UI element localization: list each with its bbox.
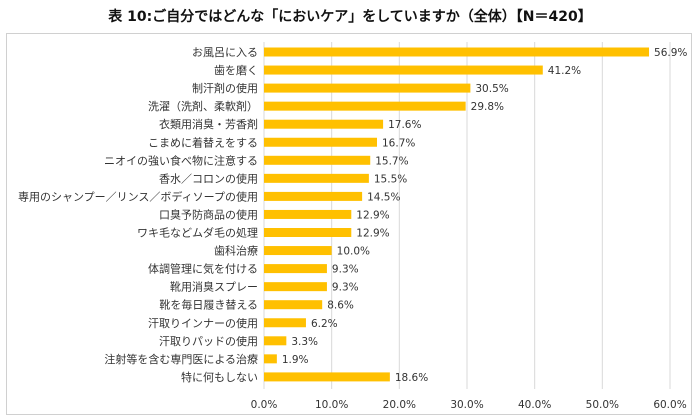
bar	[264, 300, 323, 310]
value-labels: 56.9% 41.2% 30.5% 29.8% 17.6% 16.7% 15.7% 15.5%…	[282, 47, 688, 384]
value-label: 12.9%	[356, 209, 389, 221]
category-label: 靴用消臭スプレー	[170, 280, 258, 294]
chart-title: 表 10:ご自分ではどんな「においケア」をしていますか（全体）【N＝420】	[108, 9, 592, 25]
bar	[264, 191, 363, 201]
x-tick-label: 10.0%	[315, 399, 348, 411]
value-label: 56.9%	[654, 47, 687, 59]
value-label: 6.2%	[311, 318, 338, 330]
value-label: 16.7%	[382, 137, 415, 149]
category-label: 口臭予防商品の使用	[159, 207, 258, 221]
bar	[264, 264, 327, 274]
category-label: お風呂に入る	[192, 46, 258, 59]
category-label: 専用のシャンプー／リンス／ボディソープの使用	[18, 189, 258, 203]
bar	[264, 354, 277, 364]
chart-frame	[6, 33, 692, 415]
category-label: 靴を毎日履き替える	[159, 298, 258, 312]
bar	[264, 209, 352, 219]
value-label: 10.0%	[337, 246, 370, 258]
category-label: ワキ毛などムダ毛の処理	[137, 226, 258, 240]
value-label: 17.6%	[388, 119, 421, 131]
bar	[264, 372, 390, 382]
value-label: 9.3%	[332, 282, 359, 294]
category-label: 汗取りインナーの使用	[148, 317, 258, 330]
bar	[264, 47, 650, 57]
category-label: 歯を磨く	[214, 64, 258, 77]
category-label: 制汗剤の使用	[192, 81, 258, 95]
bar	[264, 336, 287, 346]
bar	[264, 155, 371, 165]
value-label: 1.9%	[282, 354, 309, 366]
bar	[264, 282, 327, 292]
value-label: 15.7%	[375, 155, 408, 167]
x-tick-label: 50.0%	[586, 399, 619, 411]
bar	[264, 318, 306, 328]
category-label: 洗濯（洗剤、柔軟剤）	[148, 99, 258, 113]
category-label: 体調管理に気を付ける	[148, 262, 258, 276]
category-label: 香水／コロンの使用	[159, 172, 258, 185]
category-label: 歯科治療	[214, 244, 258, 258]
category-label: 注射等を含む専門医による治療	[104, 352, 258, 366]
x-tick-label: 60.0%	[653, 399, 686, 411]
category-label: ニオイの強い食べ物に注意する	[104, 153, 258, 167]
category-label: 汗取りパッドの使用	[159, 335, 258, 348]
bar	[264, 246, 332, 256]
value-label: 18.6%	[395, 372, 428, 384]
category-label: 衣類用消臭・芳香剤	[159, 117, 258, 131]
bar	[264, 119, 384, 129]
value-label: 12.9%	[356, 228, 389, 240]
value-label: 15.5%	[374, 173, 407, 185]
bar	[264, 173, 369, 183]
bar	[264, 83, 471, 93]
bars	[264, 47, 650, 382]
value-label: 8.6%	[327, 300, 354, 312]
bar	[264, 137, 378, 147]
value-label: 41.2%	[548, 65, 581, 77]
category-label: 特に何もしない	[181, 370, 258, 384]
value-label: 14.5%	[367, 191, 400, 203]
bar	[264, 65, 543, 75]
value-label: 30.5%	[475, 83, 508, 95]
value-label: 3.3%	[291, 336, 318, 348]
value-label: 9.3%	[332, 264, 359, 276]
bar	[264, 101, 466, 111]
x-tick-label: 30.0%	[450, 399, 483, 411]
x-tick-labels: 0.0% 10.0% 20.0% 30.0% 40.0% 50.0% 60.0%	[251, 399, 687, 411]
x-tick-label: 20.0%	[383, 399, 416, 411]
x-tick-label: 0.0%	[251, 399, 278, 411]
category-label: こまめに着替えをする	[148, 135, 258, 149]
bar	[264, 228, 352, 237]
value-label: 29.8%	[471, 101, 504, 113]
x-tick-label: 40.0%	[518, 399, 551, 411]
